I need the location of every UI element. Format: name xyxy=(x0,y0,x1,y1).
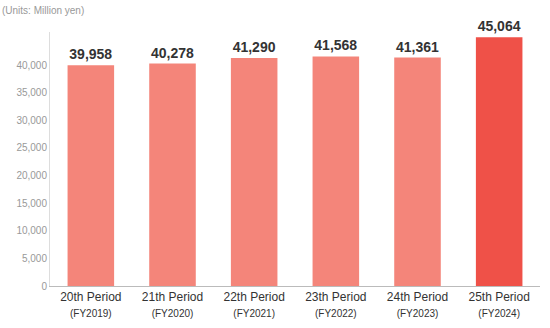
svg-text:30,000: 30,000 xyxy=(16,115,47,126)
svg-text:35,000: 35,000 xyxy=(16,87,47,98)
svg-text:25,000: 25,000 xyxy=(16,142,47,153)
svg-text:23th Period(FY2022): 23th Period(FY2022) xyxy=(305,290,366,319)
svg-text:40,000: 40,000 xyxy=(16,60,47,71)
svg-text:25th Period(FY2024): 25th Period(FY2024) xyxy=(468,290,529,319)
svg-text:45,064: 45,064 xyxy=(478,18,521,34)
svg-text:20th Period(FY2019): 20th Period(FY2019) xyxy=(60,290,121,319)
svg-text:22th Period(FY2021): 22th Period(FY2021) xyxy=(223,290,284,319)
svg-text:21th Period(FY2020): 21th Period(FY2020) xyxy=(142,290,203,319)
svg-text:(Units: Million yen): (Units: Million yen) xyxy=(2,5,84,16)
svg-text:24th Period(FY2023): 24th Period(FY2023) xyxy=(387,290,448,319)
svg-text:41,361: 41,361 xyxy=(396,39,439,55)
svg-text:41,568: 41,568 xyxy=(314,37,357,53)
svg-text:5,000: 5,000 xyxy=(22,253,47,264)
svg-text:10,000: 10,000 xyxy=(16,225,47,236)
svg-text:41,290: 41,290 xyxy=(233,39,276,55)
svg-text:0: 0 xyxy=(41,281,47,292)
svg-text:39,958: 39,958 xyxy=(69,46,112,62)
svg-text:20,000: 20,000 xyxy=(16,170,47,181)
svg-text:15,000: 15,000 xyxy=(16,198,47,209)
svg-text:40,278: 40,278 xyxy=(151,45,194,61)
